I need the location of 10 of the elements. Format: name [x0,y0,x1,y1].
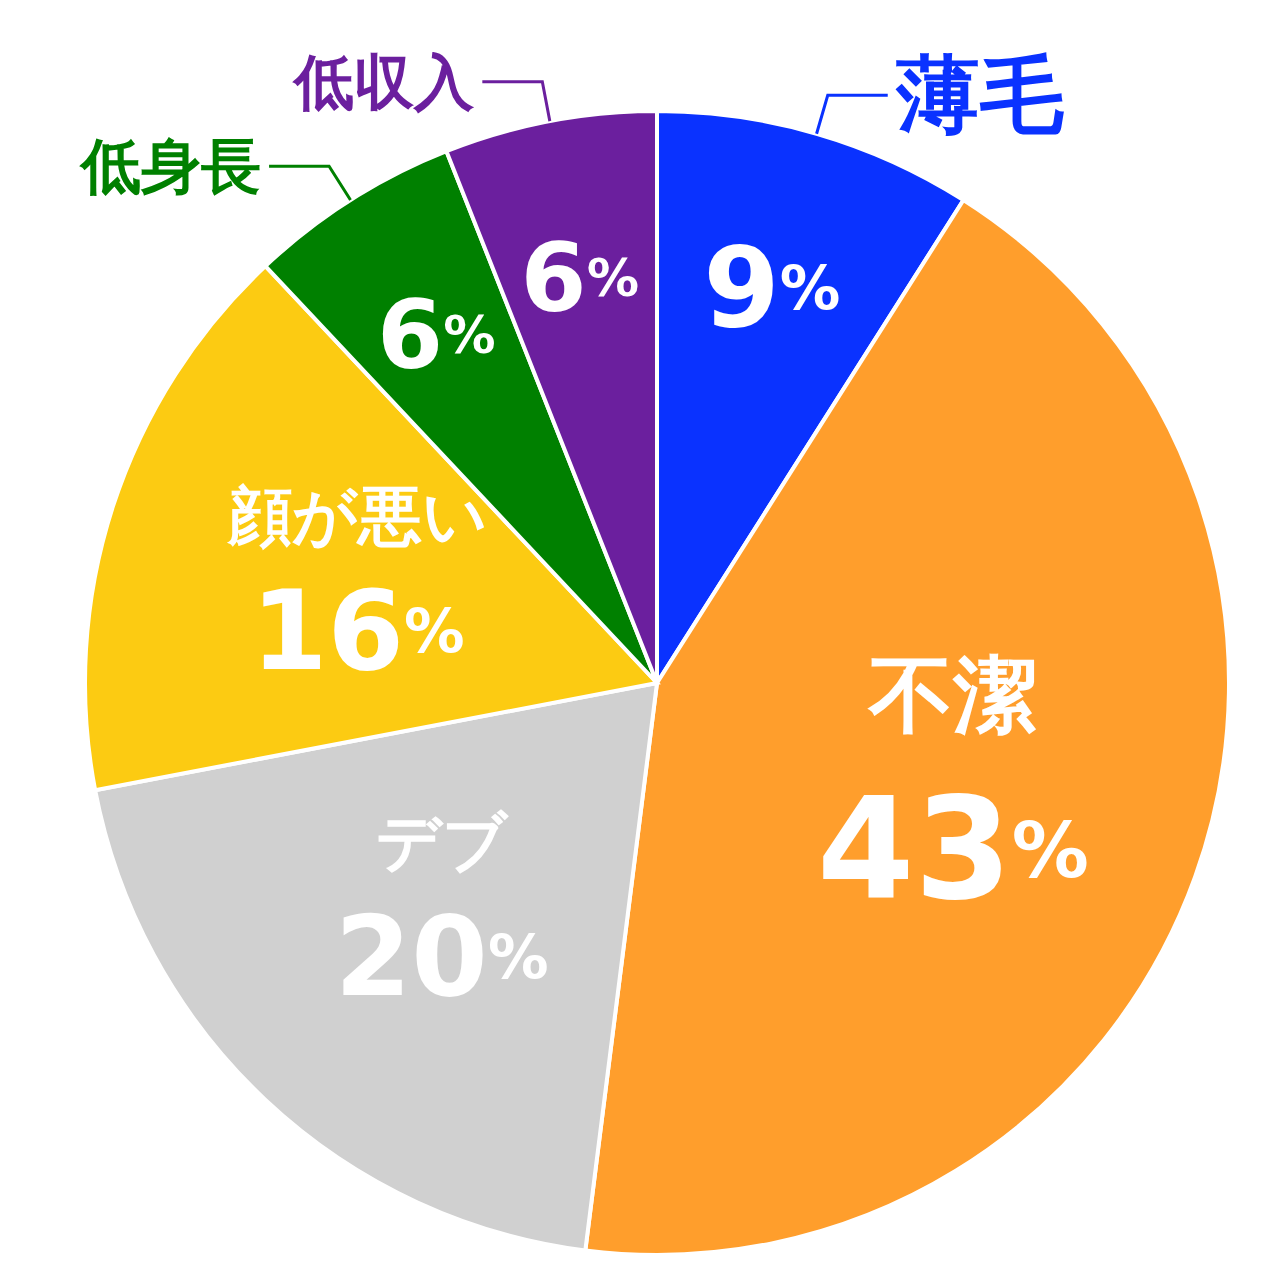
data-label: 43% [817,768,1089,932]
slice-label: 低身長 [79,131,262,202]
slice-label: 顔が悪い [225,478,488,553]
slice-label: 不潔 [867,645,1037,744]
slice-label: 薄毛 [894,46,1064,145]
data-label: 9% [703,223,841,352]
slice-label: 低収入 [292,46,476,117]
data-label: 6% [377,280,496,391]
data-label: 16% [250,566,465,695]
data-label: 6% [520,223,640,334]
